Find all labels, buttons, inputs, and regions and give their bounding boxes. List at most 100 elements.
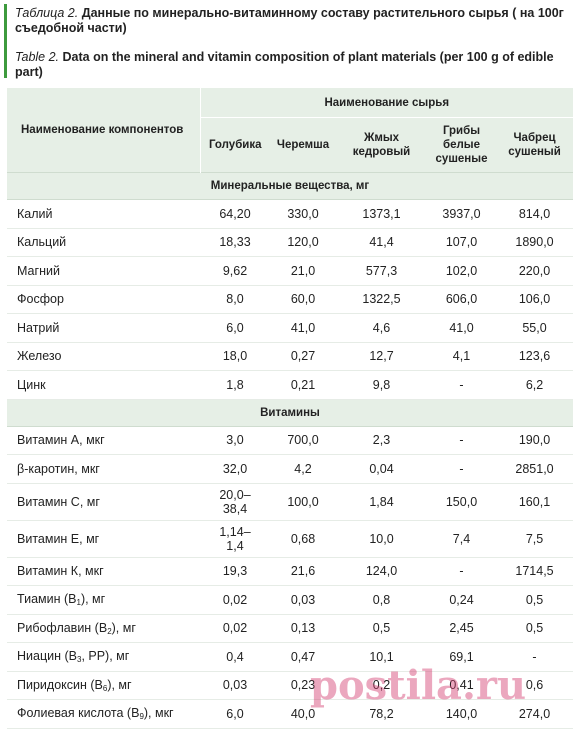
component-name: Витамин А, мкг <box>7 426 200 455</box>
value-cell: - <box>427 454 496 484</box>
value-cell: 0,23 <box>270 671 336 700</box>
value-cell: 102,0 <box>427 256 496 286</box>
column-header-line: Черемша <box>276 139 330 151</box>
value-cell: 150,0 <box>427 483 496 521</box>
caption-en-label: Table 2. <box>15 50 60 64</box>
column-header-line: сушеный <box>508 146 561 158</box>
value-cell: 19,3 <box>200 557 270 586</box>
component-name-subscript: 6 <box>102 683 108 693</box>
component-name-text: Калий <box>17 206 53 221</box>
table-row: Витамин А, мкг 3,0 700,0 2,3-190,0 <box>7 426 574 455</box>
component-name-suffix: ), мкг <box>143 706 174 721</box>
component-name: Витамин К, мкг <box>7 557 200 586</box>
column-header: Грибы белые сушеные <box>427 117 496 173</box>
component-name: Цинк <box>7 370 200 400</box>
value-cell: 140,0 <box>427 699 496 729</box>
value-cell: 100,0 <box>270 483 336 521</box>
value-cell: 0,41 <box>427 671 496 700</box>
component-name: Тиамин (B1), мг <box>7 585 200 615</box>
component-name-text: Тиамин (B <box>17 592 77 607</box>
value-cell: 0,2 <box>336 671 427 700</box>
table-row: Цинк 1,8 0,21 9,8-6,2 <box>7 370 574 400</box>
component-name-text: Магний <box>17 263 60 278</box>
component-name: β-каротин, мкг <box>7 454 200 484</box>
component-name-text: Витамин А, мкг <box>17 433 105 448</box>
value-cell: 1373,1 <box>336 199 427 229</box>
value-cell: 0,13 <box>270 614 336 643</box>
value-cell: 0,47 <box>270 642 336 672</box>
value-cell: 2851,0 <box>496 454 574 484</box>
component-name-text: Витамин Е, мг <box>17 531 100 546</box>
column-header-line: белые <box>442 139 481 151</box>
component-name-suffix: ), мг <box>80 592 106 607</box>
table-row: Фолиевая кислота (B9), мкг 6,0 40,0 78,2 140… <box>7 699 574 729</box>
value-cell: 4,1 <box>427 342 496 371</box>
component-name: Рибофлавин (B2), мг <box>7 614 200 643</box>
section-row: Витамины <box>7 398 574 427</box>
table-row: Фосфор 8,0 60,0 1322,5 606,0 106,0 <box>7 285 574 314</box>
column-header: Голубика <box>199 117 270 173</box>
component-name-text: Пиридоксин (B <box>17 677 103 692</box>
component-name-suffix: ), мг <box>107 677 132 692</box>
value-cell: 9,62 <box>200 256 270 286</box>
column-header-line: Чабрец <box>513 132 556 144</box>
component-name-text: Фосфор <box>17 292 64 307</box>
value-cell: 0,24 <box>427 585 496 615</box>
column-header-line: Жмых <box>363 132 400 144</box>
table-caption: Таблица 2. Данные по минерально-витаминн… <box>0 0 587 82</box>
value-cell: 64,20 <box>200 199 270 229</box>
value-cell: 55,0 <box>496 313 574 343</box>
table-row: Рибофлавин (B2), мг 0,02 0,13 0,5 2,45 0,5 <box>7 614 574 643</box>
value-cell: 220,0 <box>496 256 574 286</box>
value-cell: - <box>496 642 574 672</box>
value-cell: 6,0 <box>200 313 270 343</box>
value-cell: 606,0 <box>427 285 496 314</box>
value-cell: 3937,0 <box>427 199 496 229</box>
column-header-line: сушеные <box>435 153 488 165</box>
component-name: Калий <box>7 199 200 229</box>
caption-english: Table 2. Data on the mineral and vitamin… <box>15 50 583 80</box>
value-cell: 78,2 <box>336 699 427 729</box>
value-cell: 10,1 <box>336 642 427 672</box>
table-row: Кальций 18,33 120,0 41,4 107,0 1890,0 <box>7 228 574 257</box>
caption-en-text: Data on the mineral and vitamin composit… <box>15 50 554 79</box>
value-cell: 0,5 <box>496 614 574 643</box>
value-cell: 274,0 <box>496 699 574 729</box>
value-cell: 1,14– 1,4 <box>200 520 270 558</box>
value-cell: 32,0 <box>200 454 270 484</box>
value-cell: 18,0 <box>200 342 270 371</box>
value-cell: 577,3 <box>336 256 427 286</box>
value-cell: 107,0 <box>427 228 496 257</box>
component-name-text: Железо <box>17 349 62 364</box>
value-cell: 1322,5 <box>336 285 427 314</box>
value-cell: 120,0 <box>270 228 336 257</box>
table-row: Ниацин (B3, РР), мг 0,4 0,47 10,1 69,1- <box>7 642 574 672</box>
component-name-subscript: 1 <box>76 598 81 608</box>
value-cell: 41,4 <box>336 228 427 257</box>
component-name: Ниацин (B3, РР), мг <box>7 642 200 672</box>
component-name-text: Фолиевая кислота (B <box>17 706 140 721</box>
table-row: Натрий 6,0 41,0 4,6 41,0 55,0 <box>7 313 574 343</box>
component-name-text: Натрий <box>17 320 60 335</box>
caption-russian: Таблица 2. Данные по минерально-витаминн… <box>15 6 575 36</box>
table-row: Витамин Е, мг 1,14– 1,4 0,68 10,0 7,4 7,5 <box>7 520 574 558</box>
value-cell: 2,45 <box>427 614 496 643</box>
value-cell: 3,0 <box>200 426 270 455</box>
value-cell: 0,02 <box>200 585 270 615</box>
column-header: Чабрец сушеный <box>496 117 574 173</box>
value-cell: - <box>427 557 496 586</box>
component-name-text: Кальций <box>17 235 67 250</box>
value-cell: 40,0 <box>270 699 336 729</box>
value-cell: 10,0 <box>336 520 427 558</box>
component-name: Магний <box>7 256 200 286</box>
value-cell: 12,7 <box>336 342 427 371</box>
column-header: Жмых кедровый <box>336 117 427 173</box>
component-name-suffix: ), мг <box>111 620 136 635</box>
component-name: Железо <box>7 342 200 371</box>
value-cell: 20,0– 38,4 <box>200 483 270 521</box>
row-header: Наименование компонентов <box>7 88 200 173</box>
value-cell: 0,5 <box>336 614 427 643</box>
value-cell: 7,4 <box>427 520 496 558</box>
table-row: Магний 9,62 21,0 577,3 102,0 220,0 <box>7 256 574 286</box>
value-cell: 41,0 <box>270 313 336 343</box>
